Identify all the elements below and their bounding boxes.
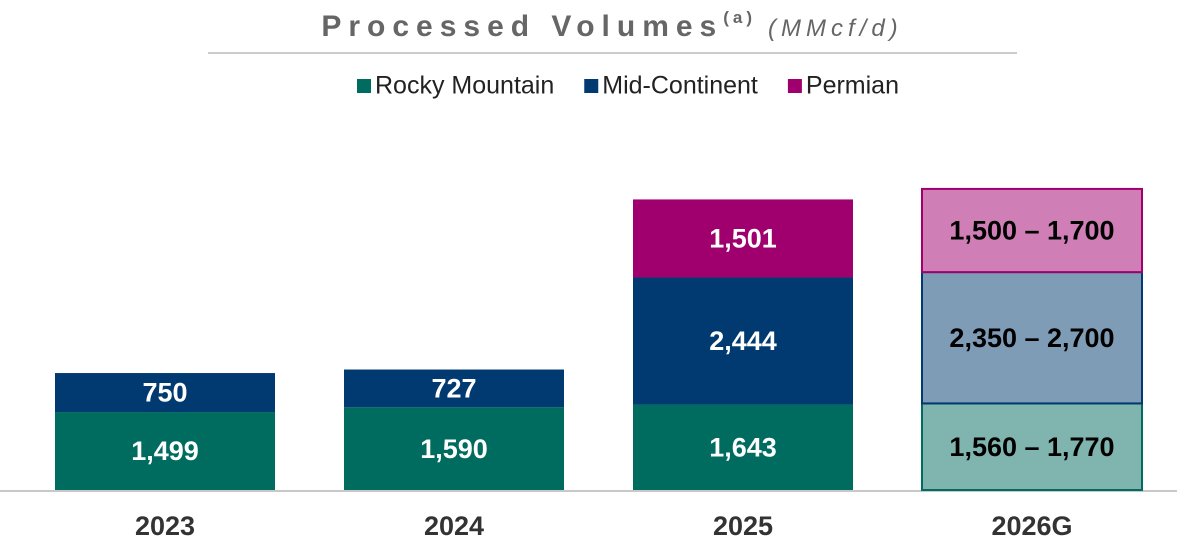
- bar-segment: [633, 404, 853, 490]
- bar-segment: [633, 199, 853, 278]
- bar-segment: [55, 412, 275, 490]
- value-label: 1,590: [420, 434, 488, 464]
- bar-segment: [633, 277, 853, 405]
- chart-title-group: Processed Volumes(a) (MMcf/d): [321, 8, 902, 42]
- legend-label: Mid-Continent: [602, 72, 758, 100]
- value-label: 727: [431, 374, 476, 404]
- legend-swatch: [357, 79, 372, 93]
- bar-segment: [921, 187, 1143, 274]
- bar-segment: [921, 402, 1143, 492]
- title-note: (a): [723, 8, 756, 27]
- value-label: 750: [142, 378, 187, 408]
- value-label: 1,499: [131, 436, 199, 466]
- legend-label: Rocky Mountain: [375, 72, 554, 100]
- legend-label: Permian: [806, 72, 899, 100]
- legend-swatch: [584, 79, 599, 93]
- title-unit: (MMcf/d): [768, 15, 903, 42]
- chart-title: Processed Volumes: [321, 10, 723, 43]
- bar-segment: [344, 407, 564, 490]
- x-tick-label: 2025: [713, 511, 773, 541]
- bar-segment: [55, 373, 275, 413]
- legend: Rocky Mountain Mid-Continent Permian: [357, 72, 899, 100]
- x-tick-label: 2023: [135, 511, 195, 541]
- value-label: 2,444: [709, 326, 777, 356]
- value-label: 2,350 – 2,700: [949, 323, 1114, 353]
- value-label: 1,643: [709, 432, 777, 462]
- bar-segment: [344, 369, 564, 408]
- value-label: 1,560 – 1,770: [949, 432, 1114, 462]
- bar-segment: [921, 271, 1143, 405]
- legend-swatch: [787, 79, 802, 93]
- x-tick-label: 2026G: [991, 511, 1072, 541]
- x-tick-label: 2024: [424, 511, 484, 541]
- value-label: 1,501: [709, 224, 777, 254]
- value-label: 1,500 – 1,700: [949, 216, 1114, 246]
